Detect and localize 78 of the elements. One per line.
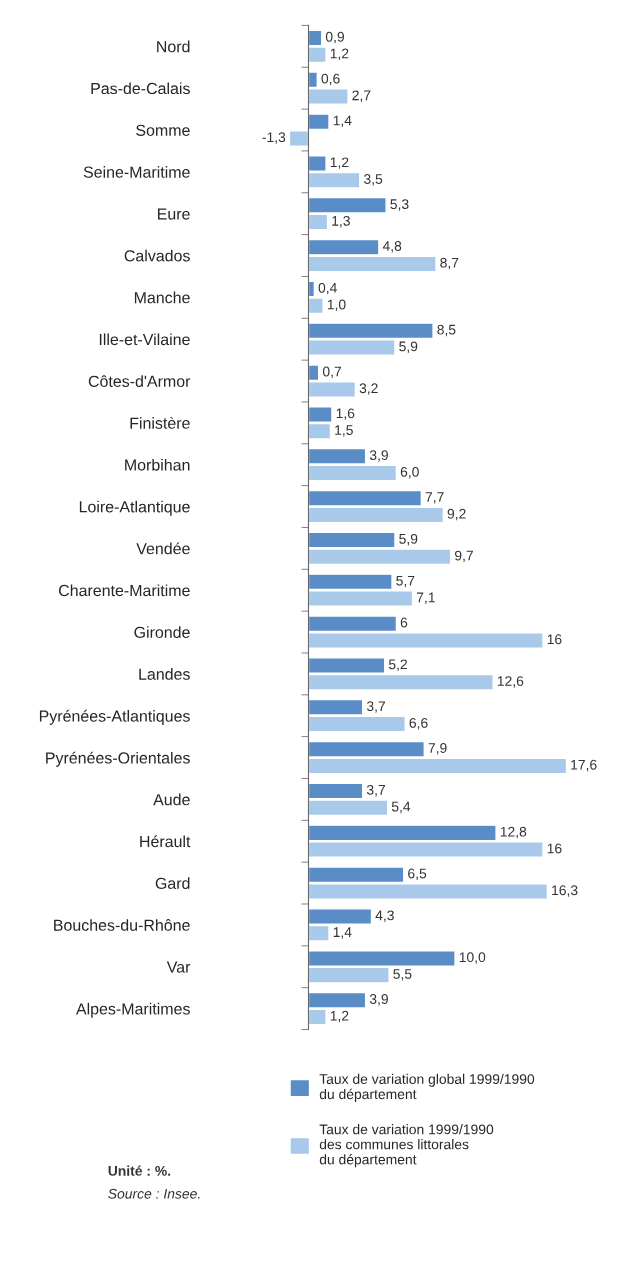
data-label: 6	[400, 617, 408, 628]
y-tick-label: Aude	[153, 793, 190, 806]
y-tick-label: Vendée	[136, 542, 190, 555]
y-tick-label: Gironde	[134, 626, 190, 638]
data-label: 3,2	[359, 383, 378, 395]
data-label: 7,7	[425, 492, 444, 504]
data-label: 1,2	[330, 48, 349, 61]
data-label: 0,6	[321, 73, 340, 86]
data-label: 4,8	[382, 241, 402, 253]
y-tick-label: Pas-de-Calais	[91, 82, 190, 95]
source-note: Source : Insee.	[108, 1188, 200, 1199]
y-tick-label: Loire-Atlantique	[79, 500, 190, 516]
y-tick-label: Ille-et-Vilaine	[99, 333, 190, 346]
y-tick-label: Finistère	[130, 416, 190, 429]
y-tick-label: Côtes-d'Armor	[88, 375, 191, 387]
data-label: 17,6	[571, 759, 597, 772]
data-label: 6,5	[408, 868, 427, 881]
y-tick-label: Hérault	[140, 835, 191, 848]
data-label: 1,6	[336, 408, 355, 420]
data-label: 3,5	[363, 174, 383, 186]
y-tick-label: Var	[166, 961, 191, 973]
y-tick-label: Charente-Maritime	[59, 584, 190, 597]
data-label: 4,3	[375, 910, 394, 922]
data-label: 5,7	[396, 575, 415, 588]
data-label: 1,5	[335, 425, 353, 437]
data-label: 5,2	[388, 659, 407, 671]
data-label: 5,9	[399, 533, 418, 546]
legend-label: Taux de variation global 1999/1990 du département	[319, 1073, 535, 1102]
y-tick-label: Somme	[136, 124, 190, 136]
y-tick-label: Alpes-Maritimes	[75, 1002, 190, 1018]
data-label: 0,4	[318, 282, 337, 295]
data-label: 7,1	[416, 592, 435, 604]
bar	[307, 113, 330, 131]
data-label: 16	[547, 843, 562, 854]
data-label: 16	[547, 634, 562, 645]
data-label: 10,0	[459, 952, 486, 964]
y-tick-label: Seine-Maritime	[83, 166, 190, 178]
y-tick-label: Pyrénées-Orientales	[46, 751, 190, 767]
data-label: 3,7	[366, 701, 385, 713]
data-label: 3,7	[366, 784, 385, 797]
data-label: 5,9	[399, 341, 418, 353]
data-label: 3,9	[369, 450, 388, 462]
data-label: 1,2	[330, 157, 349, 169]
data-label: 8,7	[440, 257, 459, 270]
data-label: 5,5	[393, 969, 412, 981]
data-label: 5,4	[391, 801, 411, 814]
data-label: 3,9	[369, 994, 388, 1006]
data-label: 6,6	[409, 717, 428, 730]
text: Unité : %.	[108, 1165, 171, 1176]
data-label: 16,3	[552, 885, 578, 897]
y-tick-label: Bouches-du-Rhône	[54, 919, 190, 931]
data-label: 1,4	[333, 115, 352, 128]
data-label: 0,7	[322, 366, 342, 379]
data-label: -1,3	[262, 132, 286, 144]
data-label: 9,2	[447, 508, 466, 521]
data-label: 12,6	[497, 676, 524, 688]
y-tick-label: Eure	[158, 208, 190, 220]
y-tick-label: Morbihan	[125, 458, 190, 471]
data-label: 5,3	[390, 199, 409, 211]
y-tick-label: Nord	[157, 40, 190, 53]
bar	[288, 129, 310, 147]
data-label: 1,4	[333, 927, 352, 939]
y-tick-label: Landes	[139, 668, 190, 680]
data-label: 6,0	[400, 466, 419, 479]
data-label: 1,3	[332, 215, 350, 228]
y-tick-label: Gard	[155, 877, 190, 890]
data-label: 1,2	[330, 1010, 349, 1023]
data-label: 0,9	[325, 31, 344, 44]
data-label: 2,7	[352, 90, 371, 102]
data-label: 7,9	[428, 743, 447, 755]
data-label: 8,5	[437, 324, 456, 337]
legend-label: Taux de variation 1999/1990 des communes littorales du département	[319, 1124, 494, 1168]
data-label: 12,8	[500, 826, 527, 839]
y-tick-label: Calvados	[124, 249, 190, 262]
y-tick-label: Manche	[134, 291, 190, 304]
data-label: 9,7	[454, 550, 473, 563]
y-tick-label: Pyrénées-Atlantiques	[39, 709, 190, 725]
data-label: 1,0	[327, 299, 346, 312]
